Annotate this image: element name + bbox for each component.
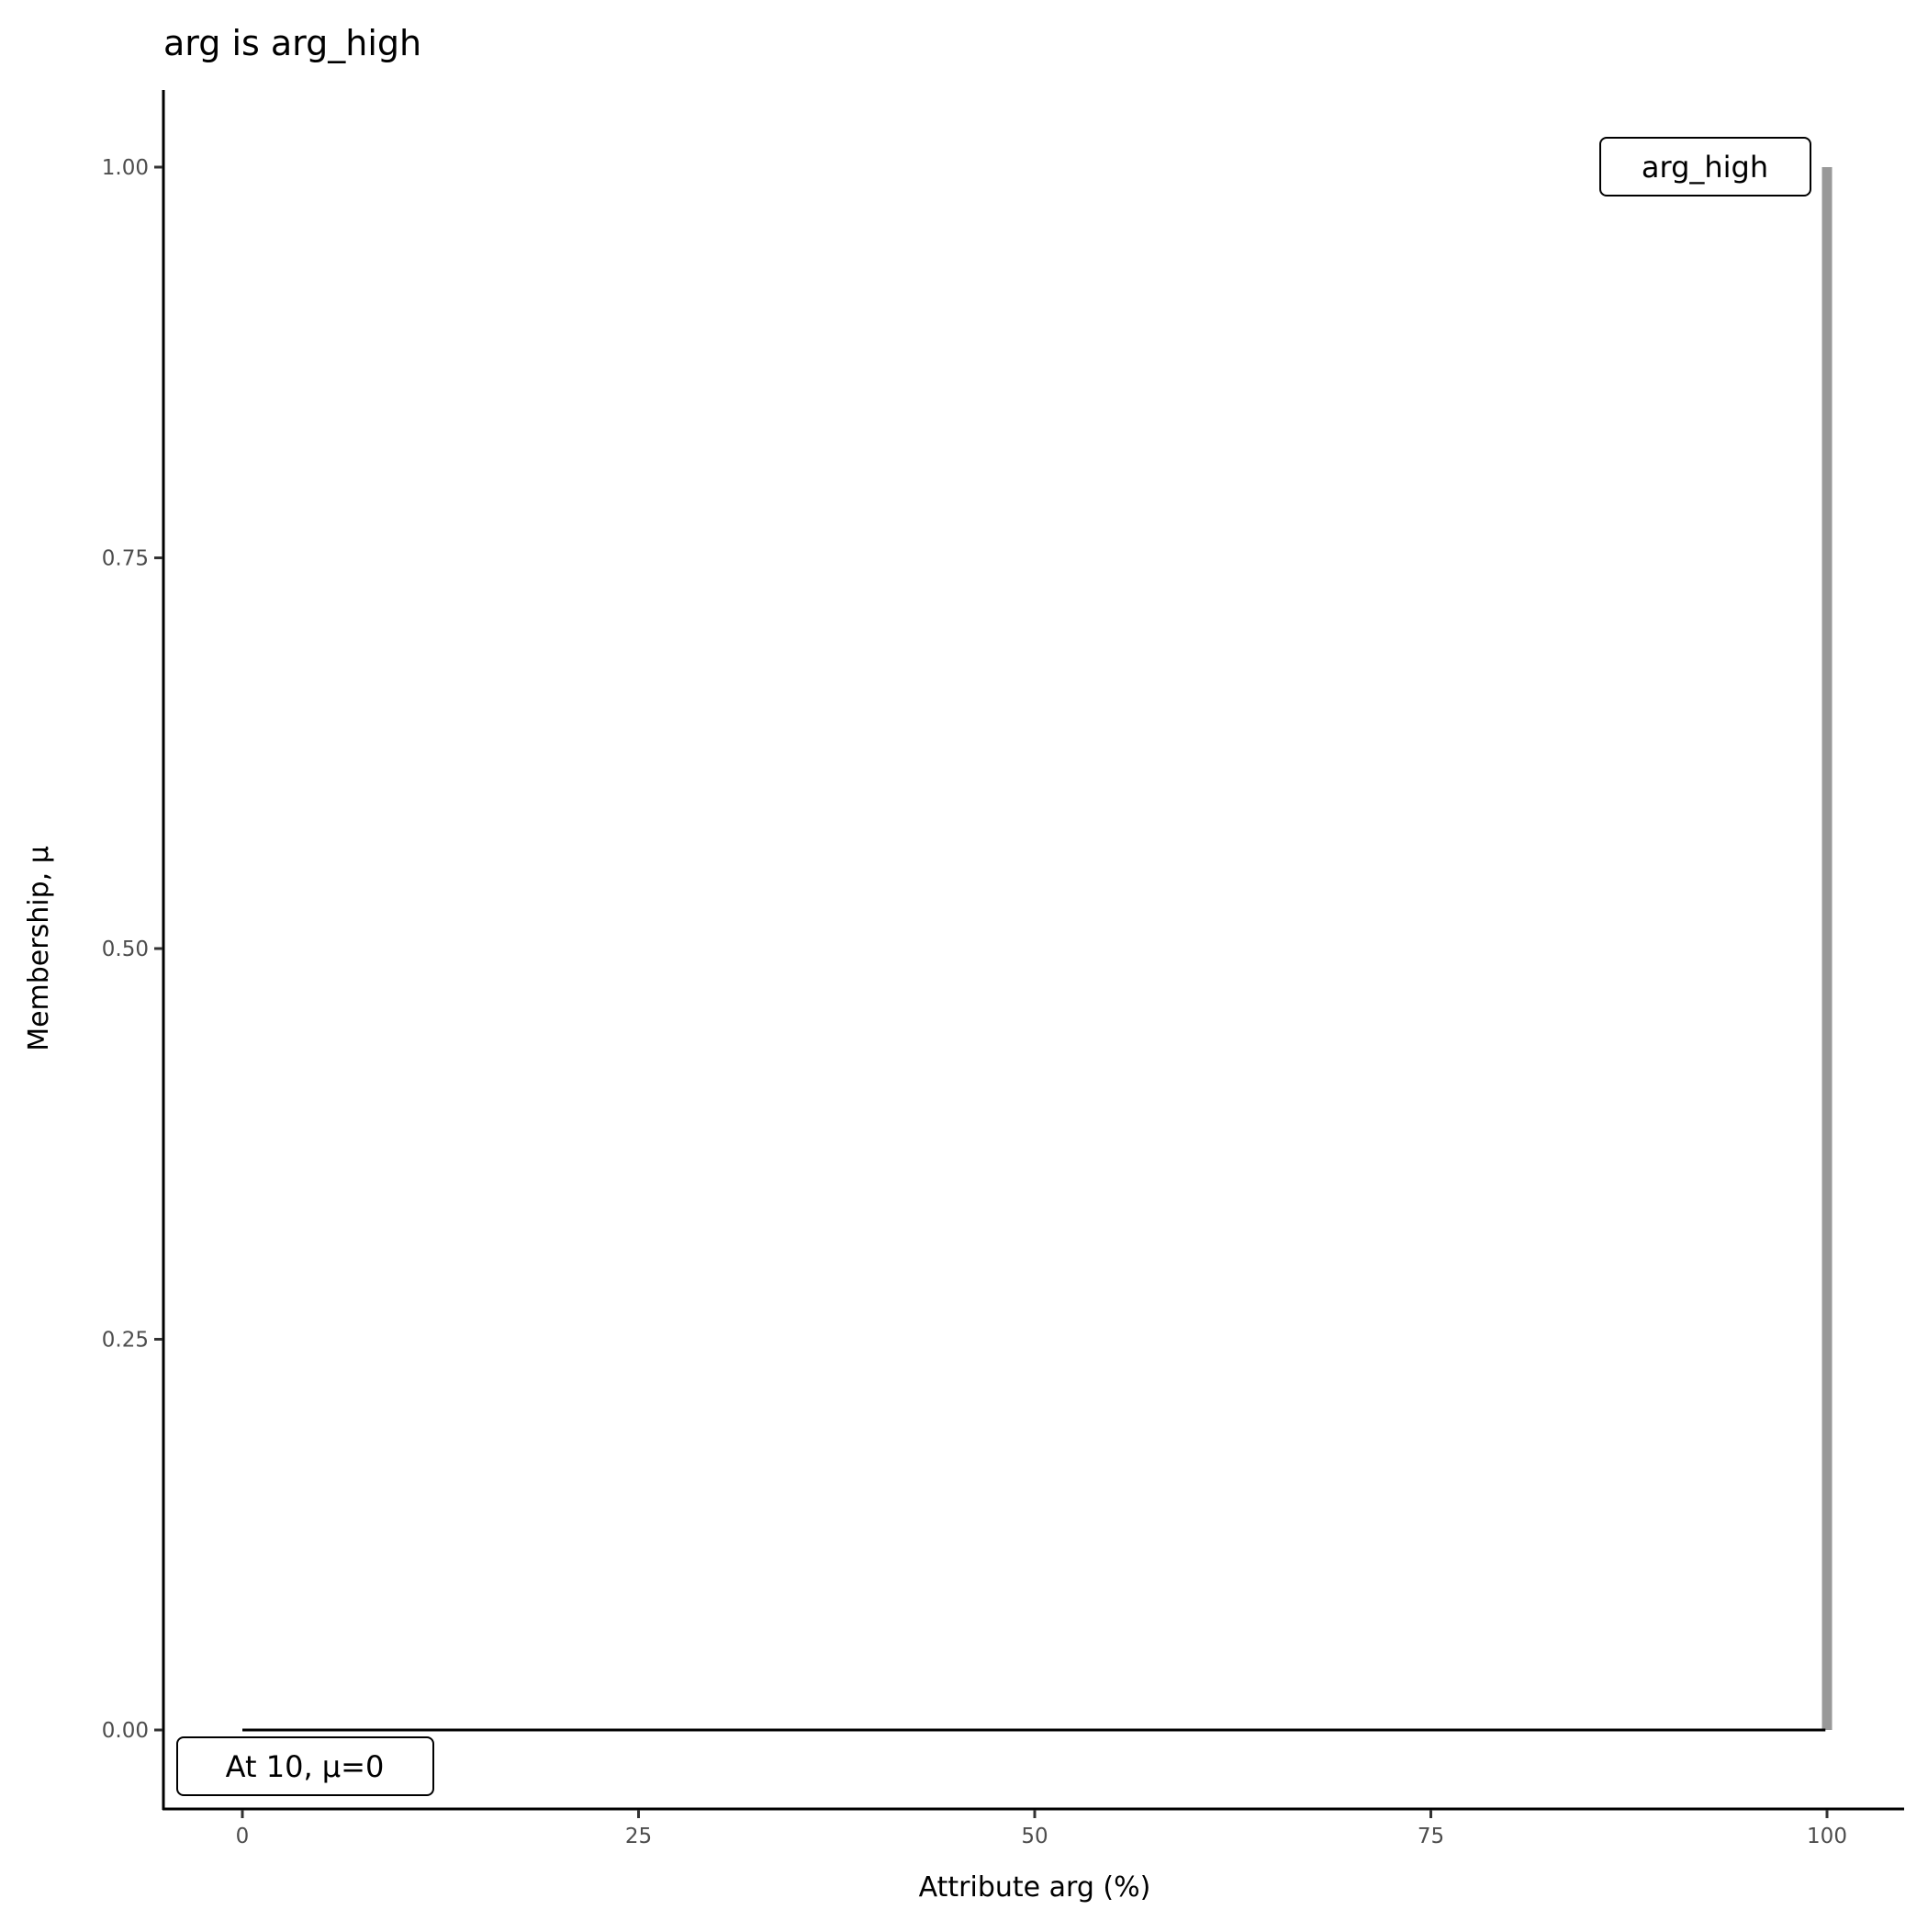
set-label: arg_high <box>1599 137 1811 197</box>
y-tick-label: 0.25 <box>102 1329 149 1353</box>
y-axis-label: Membership, μ <box>23 846 55 1051</box>
y-tick-label: 0.75 <box>102 547 149 571</box>
value-label: At 10, μ=0 <box>176 1736 434 1796</box>
x-tick-label: 75 <box>1418 1825 1444 1848</box>
x-tick-label: 25 <box>625 1825 652 1848</box>
y-tick-label: 0.00 <box>102 1719 149 1743</box>
x-tick-label: 0 <box>236 1825 250 1848</box>
x-tick-label: 100 <box>1807 1825 1847 1848</box>
value-label-text: At 10, μ=0 <box>226 1749 385 1784</box>
y-tick-label: 1.00 <box>102 156 149 180</box>
set-label-text: arg_high <box>1642 150 1768 185</box>
chart-title: arg is arg_high <box>163 23 421 63</box>
y-tick-label: 0.50 <box>102 938 149 961</box>
x-tick-label: 50 <box>1021 1825 1048 1848</box>
x-axis-label: Attribute arg (%) <box>919 1871 1151 1904</box>
